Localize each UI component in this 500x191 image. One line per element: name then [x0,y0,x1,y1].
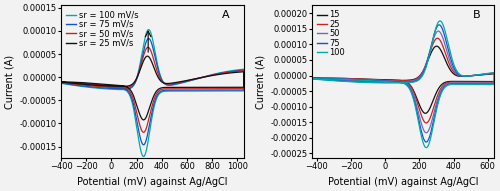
Legend: 15, 25, 50, 75, 100: 15, 25, 50, 75, 100 [316,10,346,58]
X-axis label: Potential (mV) against Ag/AgCl: Potential (mV) against Ag/AgCl [328,177,478,187]
Y-axis label: Current (A): Current (A) [255,55,265,109]
Text: B: B [472,10,480,20]
X-axis label: Potential (mV) against Ag/AgCl: Potential (mV) against Ag/AgCl [77,177,228,187]
Text: A: A [222,10,230,20]
Y-axis label: Current (A): Current (A) [4,55,14,109]
Legend: sr = 100 mV/s, sr = 75 mV/s, sr = 50 mV/s, sr = 25 mV/s: sr = 100 mV/s, sr = 75 mV/s, sr = 50 mV/… [65,10,139,49]
